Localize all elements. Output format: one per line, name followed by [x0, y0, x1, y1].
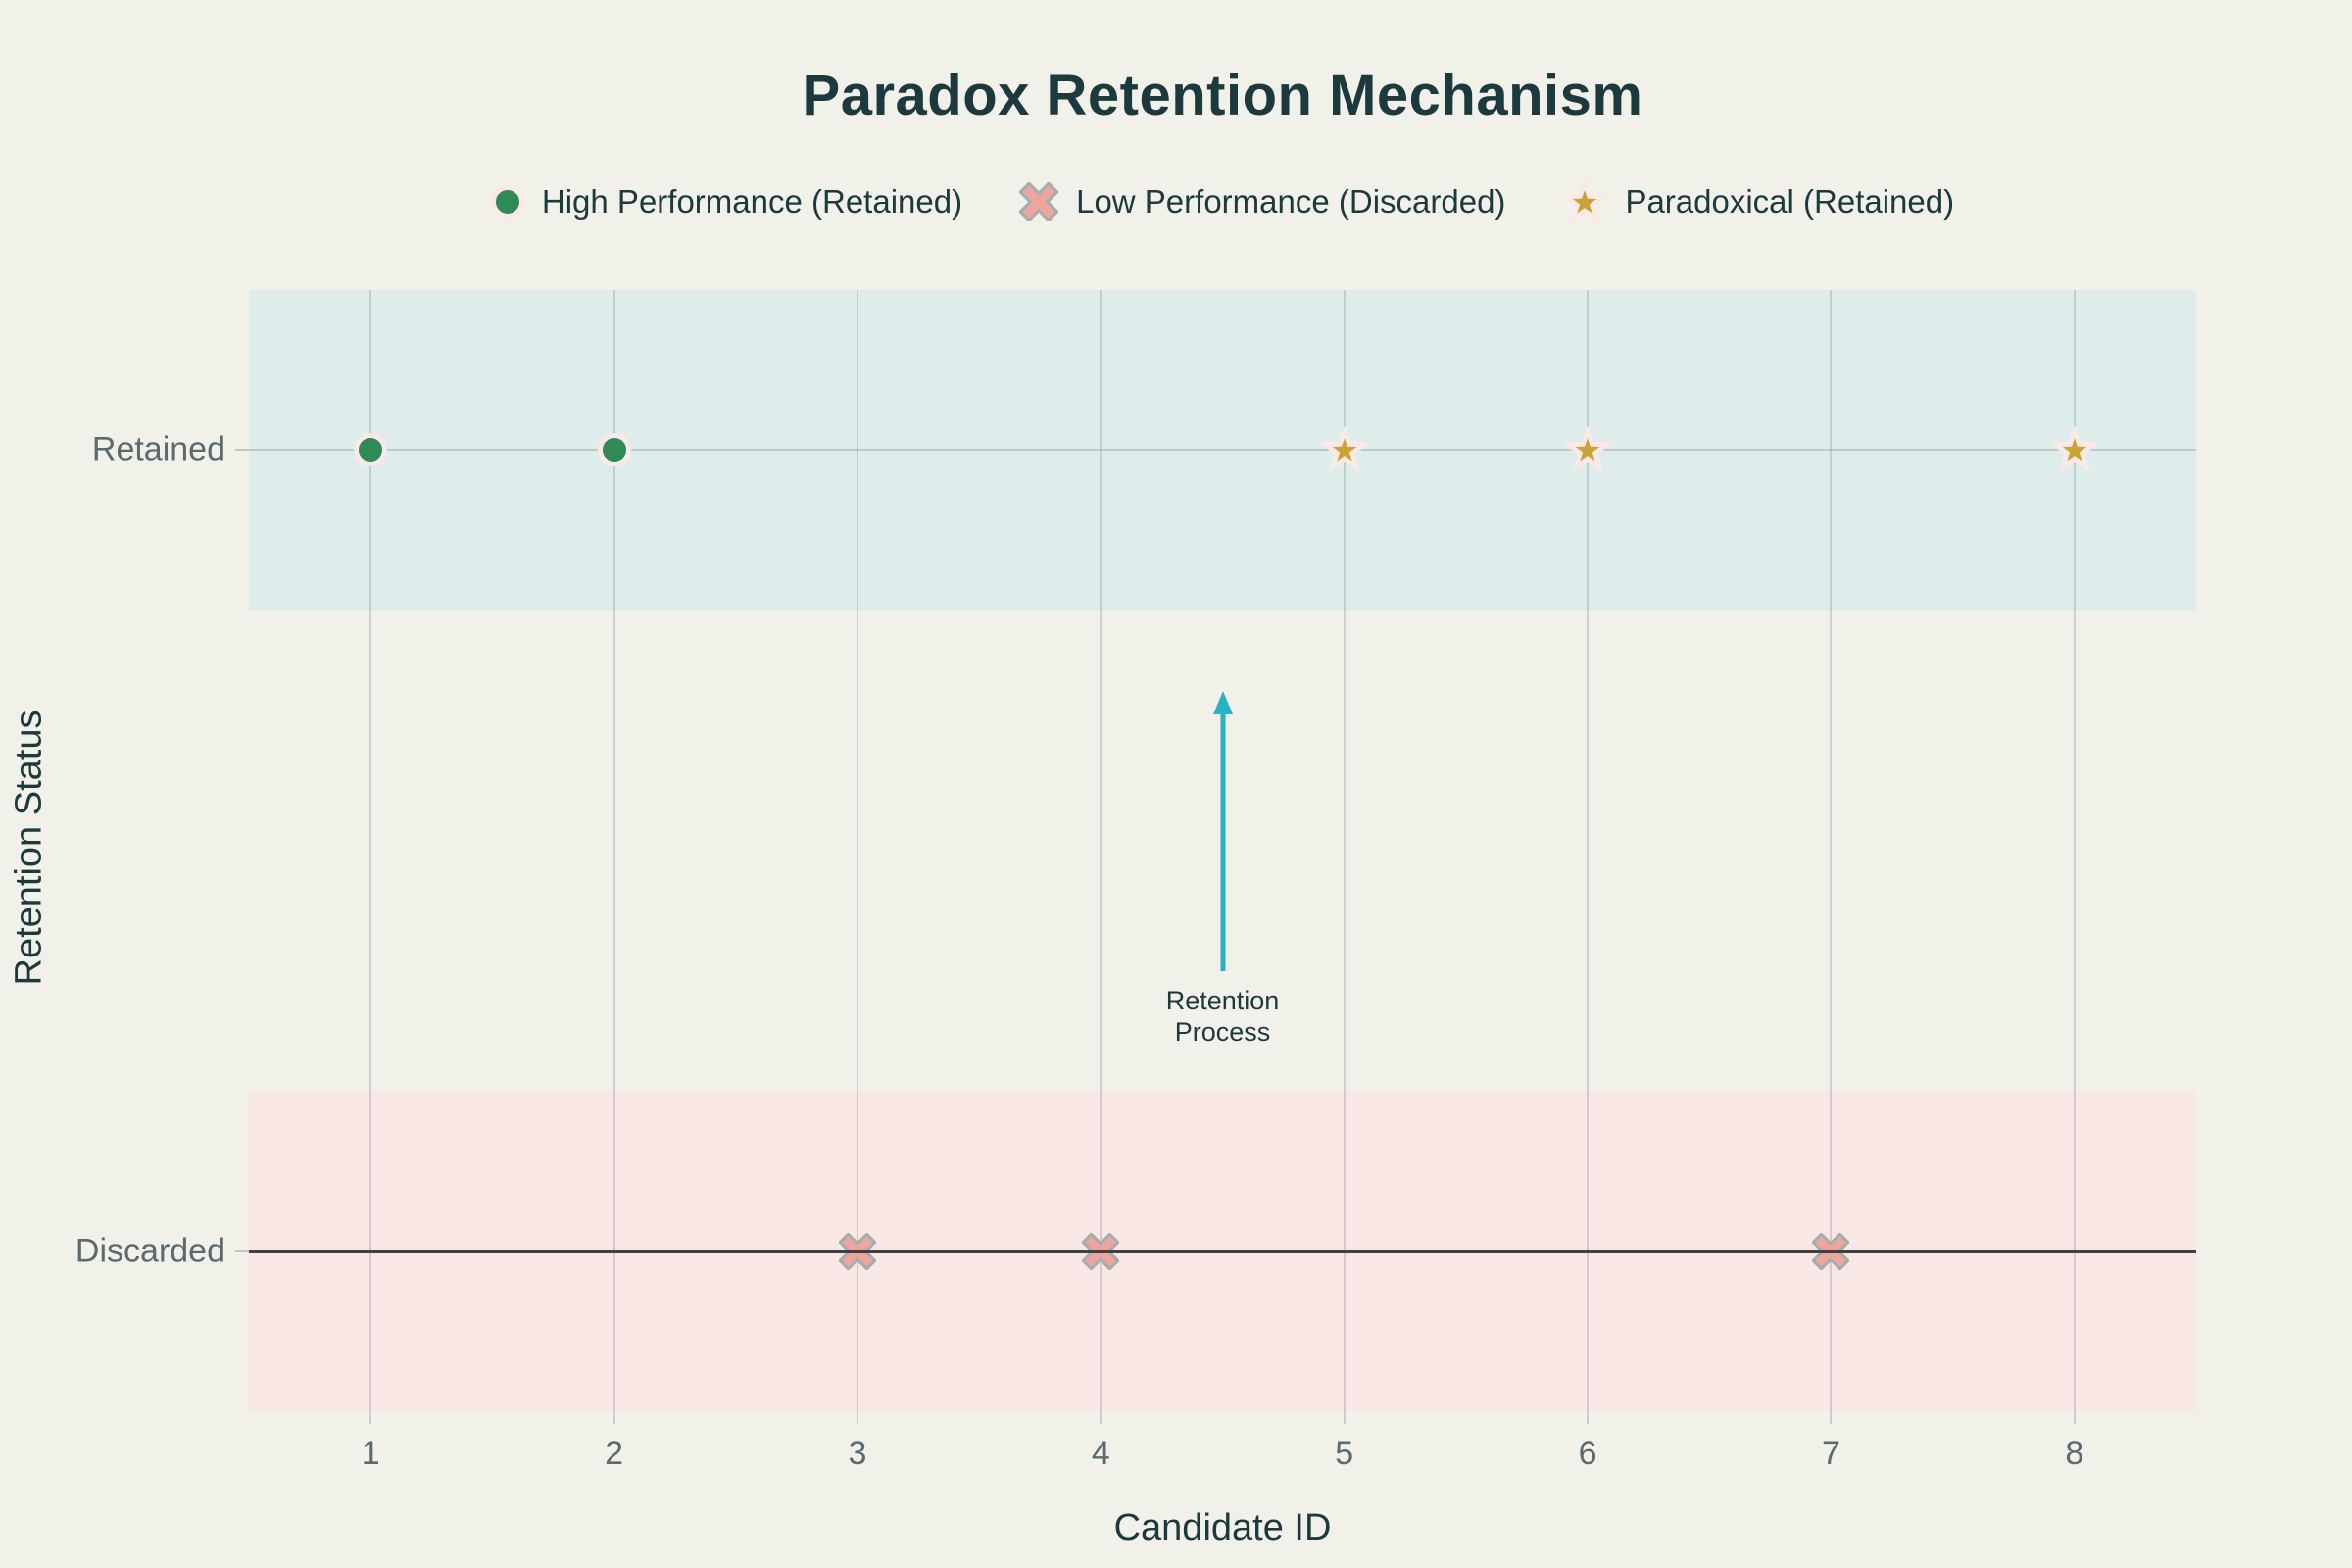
- star-marker-icon: [1559, 175, 1611, 225]
- x-tick-label: 3: [848, 1435, 867, 1472]
- annotation-line-1: Retention: [1165, 985, 1280, 1015]
- annotation-text: Retention Process: [1166, 985, 1280, 1049]
- x-tick-mark: [1100, 1411, 1102, 1424]
- legend-label: High Performance (Retained): [541, 183, 963, 220]
- arrow-line: [1220, 711, 1225, 971]
- x-tick-label: 5: [1335, 1435, 1354, 1472]
- x-tick-mark: [1830, 1411, 1833, 1424]
- retained-gridline: [249, 449, 2196, 452]
- x-tick-mark: [856, 1411, 858, 1424]
- data-point: [354, 433, 388, 467]
- retained-band: [249, 290, 2196, 611]
- circle-marker-icon: [490, 185, 524, 219]
- legend-item: Paradoxical (Retained): [1559, 175, 1955, 225]
- y-tick-label-retained: Retained: [91, 430, 225, 468]
- x-tick-mark: [1343, 1411, 1346, 1424]
- y-axis-title: Retention Status: [8, 710, 50, 986]
- x-tick-mark: [612, 1411, 615, 1424]
- circle-marker-icon: [490, 185, 524, 219]
- data-point: [1565, 427, 1611, 473]
- discarded-zero-line: [249, 1250, 2196, 1253]
- vertical-gridline: [1830, 290, 1833, 1411]
- x-tick-label: 4: [1091, 1435, 1110, 1472]
- x-tick-mark: [2073, 1411, 2076, 1424]
- x-tick-label: 1: [361, 1435, 380, 1472]
- plot-area: Retention Process 1 2 3 4 5 6 7 8 Retained Discar…: [75, 290, 2196, 1472]
- circle-marker-icon: [597, 433, 631, 467]
- legend: High Performance (Retained) Low Performa…: [249, 174, 2196, 229]
- x-tick-mark: [1587, 1411, 1590, 1424]
- vertical-gridline: [1587, 290, 1590, 1411]
- annotation-line-2: Process: [1174, 1016, 1271, 1047]
- data-point: [597, 433, 631, 467]
- vertical-gridline: [1100, 290, 1102, 1411]
- legend-label: Paradoxical (Retained): [1625, 183, 1955, 220]
- y-tick-label-discarded: Discarded: [74, 1232, 225, 1270]
- chart-title: Paradox Retention Mechanism: [802, 64, 1643, 127]
- data-point: [1321, 427, 1367, 473]
- x-tick-label: 6: [1578, 1435, 1597, 1472]
- arrow-up-icon: [1212, 690, 1233, 714]
- vertical-gridline: [369, 290, 372, 1411]
- vertical-gridline: [856, 290, 858, 1411]
- x-axis-title: Candidate ID: [1113, 1507, 1332, 1548]
- y-tick-mark: [235, 449, 249, 452]
- x-tick-mark: [369, 1411, 372, 1424]
- legend-item: High Performance (Retained): [490, 183, 963, 220]
- legend-item: Low Performance (Discarded): [1018, 181, 1506, 222]
- y-tick-mark: [235, 1250, 249, 1252]
- circle-marker-icon: [354, 433, 388, 467]
- vertical-gridline: [1343, 290, 1346, 1411]
- vertical-gridline: [612, 290, 615, 1411]
- vertical-gridline: [2073, 290, 2076, 1411]
- legend-label: Low Performance (Discarded): [1076, 183, 1506, 220]
- data-point: [2051, 427, 2097, 473]
- x-tick-label: 8: [2065, 1435, 2084, 1472]
- x-marker-icon: [1018, 181, 1060, 222]
- x-tick-label: 2: [605, 1435, 624, 1472]
- x-tick-label: 7: [1821, 1435, 1840, 1472]
